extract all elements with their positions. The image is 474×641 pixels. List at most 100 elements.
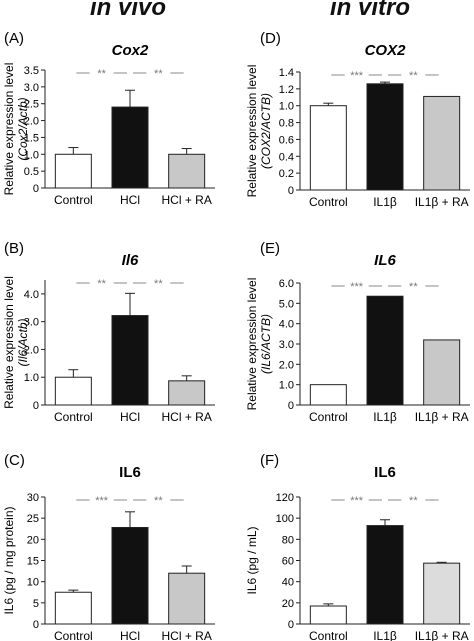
panel-f-sig-label: ** — [409, 495, 418, 507]
panel-b-sig-label: ** — [154, 278, 163, 290]
panel-f-ytick-label: 120 — [276, 492, 294, 504]
panel-f-ytick-label: 20 — [282, 598, 294, 610]
panel-a-label: (A) — [4, 30, 24, 47]
panel-e-category-label: Control — [309, 410, 348, 424]
panel-f-ylabel: IL6 (pg / mL) — [245, 526, 259, 594]
panel-d-ytick-label: 1.2 — [279, 84, 294, 96]
panel-b-label: (B) — [4, 240, 24, 257]
panel-a-bar — [168, 153, 206, 189]
panel-d-ytick-label: 1.0 — [279, 101, 294, 113]
panel-c-ylabel: IL6 (pg / mg protein) — [2, 506, 16, 614]
column-title-in-vivo: in vivo — [90, 0, 167, 21]
panel-c-title: IL6 — [119, 464, 141, 481]
panel-c-sig-label: ** — [154, 495, 163, 507]
panel-a-title: Cox2 — [112, 42, 149, 59]
panel-f-bar — [366, 525, 404, 625]
panel-a-category-label: HCl + RA — [161, 193, 211, 207]
panel-f-sig-label: *** — [350, 495, 364, 507]
panel-d-bar — [423, 95, 461, 191]
panel-d-category-label: IL1β + RA — [415, 195, 469, 209]
panel-f-category-label: IL1β — [373, 629, 397, 641]
panel-a-ytick-label: 2.5 — [24, 99, 39, 111]
panel-a-sig-bg — [89, 66, 114, 76]
panel-c-ytick-label: 30 — [27, 492, 39, 504]
panel-a-ylabel-sub: (Cox2/Actb) — [16, 97, 30, 160]
panel-d-title: COX2 — [365, 42, 407, 59]
panel-c-ytick-label: 5 — [33, 598, 39, 610]
panel-b-bar — [54, 376, 92, 406]
panel-e-bar — [423, 339, 461, 406]
panel-f-category-label: IL1β + RA — [415, 629, 469, 641]
panel-e-ytick-label: 0 — [288, 400, 294, 412]
panel-d-ytick-label: 0.6 — [279, 134, 294, 146]
panel-b-category-label: HCl + RA — [161, 410, 211, 424]
panel-c-bar — [54, 591, 92, 625]
panel-f-ytick-label: 60 — [282, 556, 294, 568]
panel-e-ytick-label: 4.0 — [279, 319, 294, 331]
panel-d-sig-label: *** — [350, 70, 364, 82]
panel-d-ytick-label: 0 — [288, 185, 294, 197]
panel-c-sig-label: *** — [95, 495, 109, 507]
panel-e-label: (E) — [260, 240, 280, 257]
panel-e-category-label: IL1β — [373, 410, 397, 424]
panel-c-ytick-label: 25 — [27, 513, 39, 525]
panel-a-ytick-label: 1.5 — [24, 132, 39, 144]
panel-c-category-label: HCl — [120, 629, 140, 641]
panel-b-ytick-label: 3.0 — [24, 317, 39, 329]
panel-e-ytick-label: 6.0 — [279, 278, 294, 290]
panel-e-ytick-label: 3.0 — [279, 339, 294, 351]
panel-f-ytick-label: 40 — [282, 577, 294, 589]
panel-a-sig-bg — [146, 66, 171, 76]
panel-b-ytick-label: 4.0 — [24, 289, 39, 301]
panel-a-ylabel: Relative expression level — [2, 63, 16, 196]
panel-c-sig-bg — [89, 493, 114, 503]
column-title-in-vitro: in vitro — [330, 0, 411, 21]
panel-d-ytick-label: 0.2 — [279, 168, 294, 180]
panel-c-sig-bg — [146, 493, 171, 503]
panel-a-category-label: HCl — [120, 193, 140, 207]
panel-a-bar — [54, 153, 92, 189]
panel-f-bar — [309, 605, 347, 625]
panel-f-ytick-label: 0 — [288, 619, 294, 631]
panel-a-ytick-label: 3.5 — [24, 65, 39, 77]
panel-f-label: (F) — [260, 452, 279, 469]
panel-a-category-label: Control — [54, 193, 93, 207]
panel-b-bar — [168, 380, 206, 406]
panel-b-ylabel-sub: (Il6/Actb) — [16, 318, 30, 366]
panel-d-sig-bg — [401, 68, 426, 78]
panel-b-sig-bg — [146, 276, 171, 286]
panel-d-bar — [366, 83, 404, 191]
panel-a-ytick-label: 2.0 — [24, 116, 39, 128]
panel-d-ytick-label: 0.8 — [279, 118, 294, 130]
panel-a-bar — [111, 106, 149, 189]
panel-b-ytick-label: 1.0 — [24, 372, 39, 384]
panel-b-title: Il6 — [122, 252, 139, 269]
panel-c-label: (C) — [4, 452, 25, 469]
panel-e-ytick-label: 5.0 — [279, 298, 294, 310]
panel-d-sig-bg — [344, 68, 369, 78]
panel-d-sig-label: ** — [409, 70, 418, 82]
panel-b-bar — [111, 315, 149, 406]
panel-b-sig-bg — [89, 276, 114, 286]
panel-c-bar — [168, 572, 206, 625]
panel-f-ytick-label: 100 — [276, 513, 294, 525]
panel-a-ytick-label: 3.0 — [24, 82, 39, 94]
panel-e-category-label: IL1β + RA — [415, 410, 469, 424]
panel-f-bar — [423, 562, 461, 625]
panel-b-sig-label: ** — [97, 278, 106, 290]
panel-a-sig-label: ** — [97, 68, 106, 80]
panel-a-sig-label: ** — [154, 68, 163, 80]
panel-b-category-label: Control — [54, 410, 93, 424]
panel-e-ytick-label: 1.0 — [279, 380, 294, 392]
panel-c-ytick-label: 15 — [27, 556, 39, 568]
panel-f-sig-bg — [401, 493, 426, 503]
panel-d-ylabel: Relative expression level — [245, 65, 259, 198]
panel-e-sig-bg — [401, 279, 426, 289]
panel-f-ytick-label: 80 — [282, 534, 294, 546]
panel-e-sig-label: *** — [350, 281, 364, 293]
panel-a-ytick-label: 1.0 — [24, 149, 39, 161]
panel-f-sig-bg — [344, 493, 369, 503]
panel-c-category-label: Control — [54, 629, 93, 641]
panel-e-ytick-label: 2.0 — [279, 359, 294, 371]
